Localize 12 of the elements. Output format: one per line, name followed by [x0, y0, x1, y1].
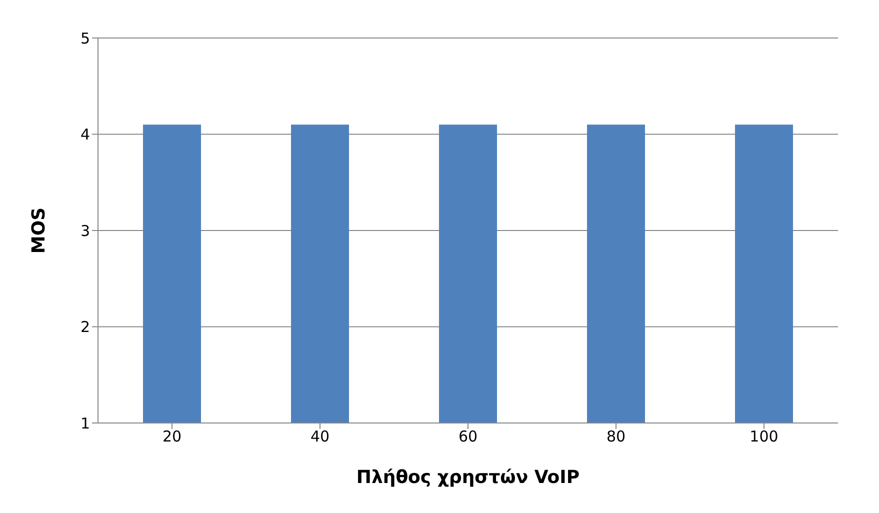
y-tick-label: 5: [80, 29, 90, 48]
y-tick-label: 2: [80, 318, 90, 336]
y-axis-title: MOS: [28, 207, 50, 254]
y-tick-label: 4: [80, 126, 90, 144]
x-tick-label: 100: [750, 428, 778, 446]
x-tick-label: 80: [606, 428, 626, 446]
x-tick-label: 20: [162, 428, 182, 446]
x-tick-label: 60: [458, 428, 478, 446]
y-tick-label: 1: [80, 414, 90, 432]
y-tick-label: 3: [80, 222, 90, 240]
x-tick-label: 40: [310, 428, 330, 446]
x-axis-title: Πλήθος χρηστών VoIP: [356, 467, 580, 488]
